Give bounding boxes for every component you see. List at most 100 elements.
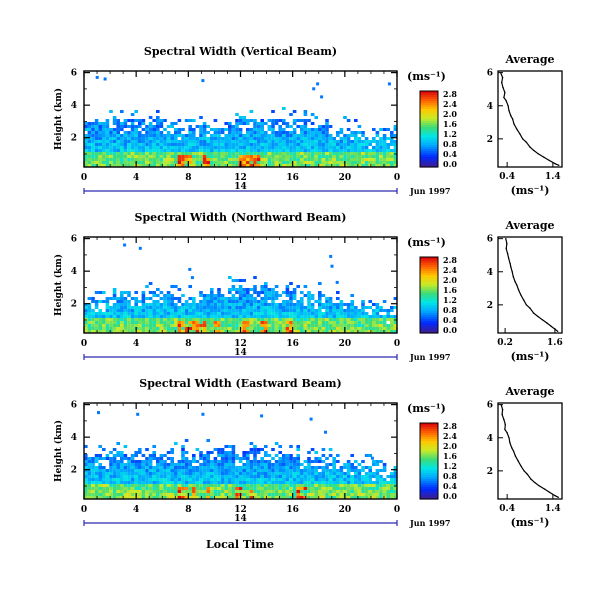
heatmap-cell xyxy=(116,466,120,469)
heatmap-cell xyxy=(296,300,300,303)
heatmap-cell xyxy=(346,460,351,463)
heatmap-cell xyxy=(123,131,128,134)
heatmap-cell xyxy=(224,475,228,478)
heatmap-cell xyxy=(343,478,347,481)
heatmap-cell xyxy=(303,484,308,487)
heatmap-cell xyxy=(109,146,113,149)
heatmap-cell xyxy=(253,330,257,333)
heatmap-cell xyxy=(181,149,185,152)
heatmap-cell xyxy=(325,487,329,490)
heatmap-cell xyxy=(224,493,228,496)
heatmap-cell xyxy=(325,457,329,460)
colorbar-step xyxy=(420,297,438,300)
profile-point xyxy=(512,276,514,278)
heatmap-cell xyxy=(375,158,380,161)
heatmap-cell xyxy=(249,297,254,300)
heatmap-cell xyxy=(224,324,228,327)
heatmap-cell xyxy=(202,134,207,137)
heatmap-cell xyxy=(141,324,146,327)
heatmap-cell xyxy=(109,324,113,327)
heatmap-cell xyxy=(300,291,304,294)
heatmap-cell xyxy=(285,493,290,496)
heatmap-cell xyxy=(116,300,120,303)
heatmap-cell xyxy=(213,330,218,333)
heatmap-cell xyxy=(235,119,239,122)
x-tick-label: 20 xyxy=(339,505,352,515)
heatmap-cell xyxy=(339,161,344,164)
heatmap-cell xyxy=(98,128,102,131)
heatmap-cell xyxy=(199,451,203,454)
heatmap-cell xyxy=(328,161,333,164)
heatmap-cell xyxy=(364,140,369,143)
heatmap-cell xyxy=(303,327,308,330)
heatmap-cell xyxy=(199,152,203,155)
heatmap-cell xyxy=(87,158,92,161)
heatmap-cell xyxy=(372,490,376,493)
heatmap-cell xyxy=(249,303,254,306)
heatmap-cell xyxy=(220,149,225,152)
colorbar-step xyxy=(420,165,438,168)
heatmap-cell xyxy=(253,321,257,324)
heatmap-cell xyxy=(120,324,124,327)
heatmap-cell xyxy=(387,82,391,86)
heatmap-cell xyxy=(274,309,279,312)
heatmap-cell xyxy=(249,131,254,134)
heatmap-cell xyxy=(213,484,218,487)
heatmap-cell xyxy=(170,152,174,155)
heatmap-cell xyxy=(152,131,156,134)
heatmap-cell xyxy=(105,119,110,122)
heatmap-cell xyxy=(307,300,311,303)
heatmap-cell xyxy=(231,457,236,460)
heatmap-cell xyxy=(228,460,232,463)
heatmap-cell xyxy=(260,487,264,490)
heatmap-cell xyxy=(210,306,214,309)
heatmap-cell xyxy=(166,315,171,318)
heatmap-cell xyxy=(364,475,369,478)
heatmap-cell xyxy=(166,155,171,158)
heatmap-cell xyxy=(91,463,95,466)
heatmap-cell xyxy=(368,161,372,164)
heatmap-cell xyxy=(274,149,279,152)
colorbar-step xyxy=(420,267,438,270)
colorbar-step xyxy=(420,423,438,426)
heatmap-cell xyxy=(105,309,110,312)
colorbar-step xyxy=(420,273,438,276)
heatmap-cell xyxy=(339,143,344,146)
heatmap-cell xyxy=(328,300,333,303)
colorbar-step xyxy=(420,463,438,466)
heatmap-cell xyxy=(98,315,102,318)
heatmap-cell xyxy=(314,140,318,143)
heatmap-cell xyxy=(346,134,351,137)
heatmap-cell xyxy=(148,321,153,324)
heatmap-cell xyxy=(91,478,95,481)
heatmap-cell xyxy=(156,306,160,309)
heatmap-cell xyxy=(87,128,92,131)
heatmap-cell xyxy=(152,469,156,472)
heatmap-cell xyxy=(361,327,365,330)
heatmap-cell xyxy=(105,487,110,490)
heatmap-cell xyxy=(87,149,92,152)
heatmap-cell xyxy=(382,149,387,152)
heatmap-cell xyxy=(231,454,236,457)
heatmap-cell xyxy=(346,487,351,490)
heatmap-cell xyxy=(224,472,228,475)
heatmap-cell xyxy=(292,155,297,158)
heatmap-cell xyxy=(163,119,167,122)
heatmap-cell xyxy=(256,137,261,140)
heatmap-cell xyxy=(339,469,344,472)
heatmap-cell xyxy=(195,149,200,152)
heatmap-cell xyxy=(249,463,254,466)
heatmap-cell xyxy=(91,490,95,493)
heatmap-cell xyxy=(224,149,228,152)
heatmap-cell xyxy=(336,146,340,149)
heatmap-cell xyxy=(350,493,354,496)
heatmap-cell xyxy=(310,161,315,164)
heatmap-cell xyxy=(386,496,390,499)
heatmap-cell xyxy=(188,490,192,493)
heatmap-cell xyxy=(285,149,290,152)
heatmap-cell xyxy=(242,475,246,478)
heatmap-cell xyxy=(199,149,203,152)
heatmap-cell xyxy=(264,324,268,327)
heatmap-cell xyxy=(148,155,153,158)
heatmap-cell xyxy=(274,285,279,288)
